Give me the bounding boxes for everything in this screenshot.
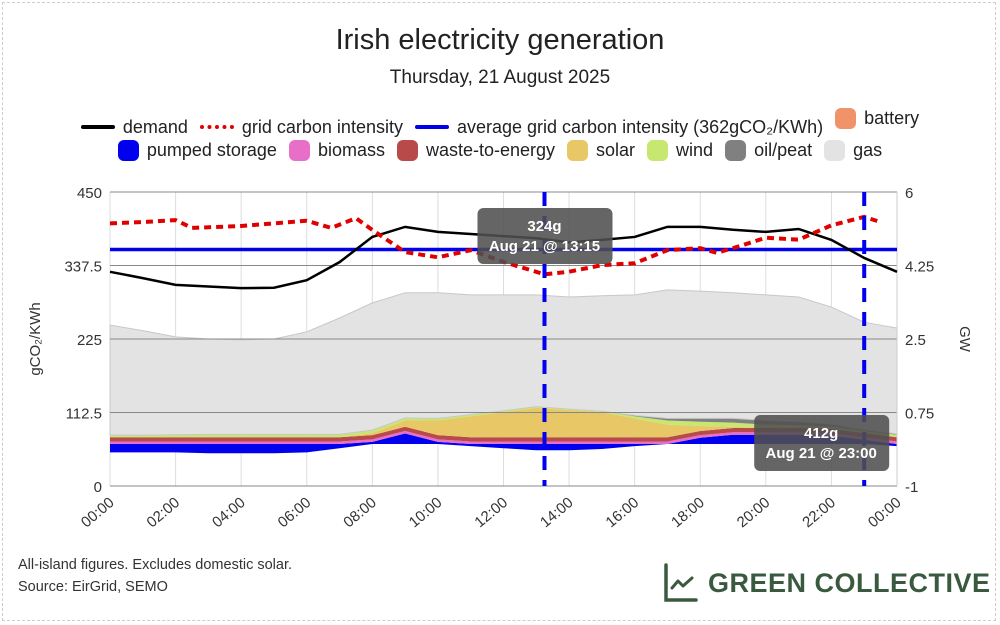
tooltip-time: Aug 21 @ 13:15 (489, 238, 600, 255)
legend-item-pumped-storage[interactable]: pumped storage (117, 140, 277, 161)
y-left-tick-label: 337.5 (64, 259, 102, 276)
y-right-tick-label: 0.75 (905, 406, 934, 423)
tooltip-box (477, 208, 613, 264)
carbon-intensity-line (109, 214, 882, 277)
brand-name: GREEN COLLECTIVE (708, 567, 991, 598)
x-tick-label: 02:00 (143, 494, 183, 531)
x-tick-label: 00:00 (865, 494, 905, 531)
footer-source: Source: EirGrid, SEMO (18, 579, 168, 595)
x-tick-label: 00:00 (78, 494, 118, 531)
y-right-tick-label: 6 (905, 185, 913, 202)
tooltip-value: 412g (804, 425, 838, 442)
legend-item-gas[interactable]: gas (824, 140, 882, 161)
legend-label: demand (122, 116, 188, 137)
legend-label: grid carbon intensity (241, 116, 403, 137)
x-tick-label: 10:00 (406, 494, 446, 531)
legend-item-solar[interactable]: solar (567, 140, 635, 161)
legend-row-2: pumped storage biomass waste-to-energy sola… (0, 140, 1000, 166)
legend-swatch-icon (414, 125, 449, 129)
legend-swatch-icon (835, 108, 857, 129)
tooltip-time: Aug 21 @ 23:00 (766, 445, 877, 462)
legend-label: waste-to-energy (425, 140, 556, 160)
area-pumped-storage-negative (110, 444, 897, 454)
legend-item-demand[interactable]: demand (80, 116, 188, 138)
legend-item-waste-to-energy[interactable]: waste-to-energy (396, 140, 556, 161)
legend-item-grid-carbon-intensity[interactable]: grid carbon intensity (199, 116, 403, 138)
legend-label: gas (853, 140, 883, 160)
legend-swatch-icon (824, 140, 846, 161)
area-waste-to-energy (110, 426, 897, 442)
x-tick-label: 20:00 (734, 494, 774, 531)
legend-label: pumped storage (146, 140, 277, 160)
legend-label: battery (864, 108, 920, 128)
legend-swatch-icon (567, 140, 589, 161)
legend-swatch-icon (647, 140, 669, 161)
x-tick-label: 12:00 (471, 494, 511, 531)
tooltip-box (754, 415, 890, 471)
legend-label: wind (676, 140, 714, 160)
y-right-tick-label: 4.25 (905, 259, 934, 276)
chart-logo-icon (664, 563, 698, 602)
y-left-tick-label: 0 (94, 479, 102, 496)
legend-swatch-icon (199, 125, 234, 129)
legend-item-average-grid-carbon-intensity-gco-kwh[interactable]: average grid carbon intensity (362gCO₂/K… (414, 116, 824, 138)
legend-row-1: demand grid carbon intensity average grid … (0, 108, 1000, 138)
y-right-tick-label: -1 (905, 479, 918, 496)
tooltip-value: 324g (527, 218, 561, 235)
legend-label: oil/peat (754, 140, 813, 160)
legend-swatch-icon (288, 140, 310, 161)
footer-note: All-island figures. Excludes domestic so… (18, 557, 293, 573)
area-solar (110, 407, 897, 438)
legend-swatch-icon (117, 140, 139, 161)
y-left-axis-title: gCO₂/KWh (27, 302, 44, 375)
legend-item-oil-peat[interactable]: oil/peat (725, 140, 812, 161)
brand-logo: GREEN COLLECTIVE (662, 562, 991, 604)
x-tick-label: 04:00 (209, 494, 249, 531)
legend-label: solar (596, 140, 636, 160)
legend-swatch-icon (396, 140, 418, 161)
legend-swatch-icon (725, 140, 747, 161)
x-tick-label: 16:00 (603, 494, 643, 531)
x-tick-label: 18:00 (668, 494, 708, 531)
legend-label: average grid carbon intensity (362gCO₂/K… (456, 116, 824, 137)
y-right-tick-label: 2.5 (905, 332, 926, 349)
x-tick-label: 14:00 (537, 494, 577, 531)
y-right-axis-title: GW (956, 326, 973, 353)
y-left-tick-label: 450 (77, 185, 102, 202)
chart-title: Irish electricity generation (335, 24, 665, 56)
chart-subtitle: Thursday, 21 August 2025 (389, 67, 611, 88)
area-biomass (110, 430, 897, 444)
y-left-tick-label: 112.5 (66, 406, 102, 423)
area-oil-peat (110, 406, 897, 436)
x-tick-label: 08:00 (340, 494, 380, 531)
legend-item-wind[interactable]: wind (647, 140, 713, 161)
legend-swatch-icon (80, 125, 115, 129)
area-pumped-storage (110, 433, 897, 444)
x-tick-label: 06:00 (275, 494, 315, 531)
legend-item-battery[interactable]: battery (835, 108, 919, 129)
x-tick-label: 22:00 (799, 494, 839, 531)
y-left-tick-label: 225 (77, 332, 102, 349)
legend-label: biomass (317, 140, 385, 160)
legend-item-biomass[interactable]: biomass (288, 140, 385, 161)
